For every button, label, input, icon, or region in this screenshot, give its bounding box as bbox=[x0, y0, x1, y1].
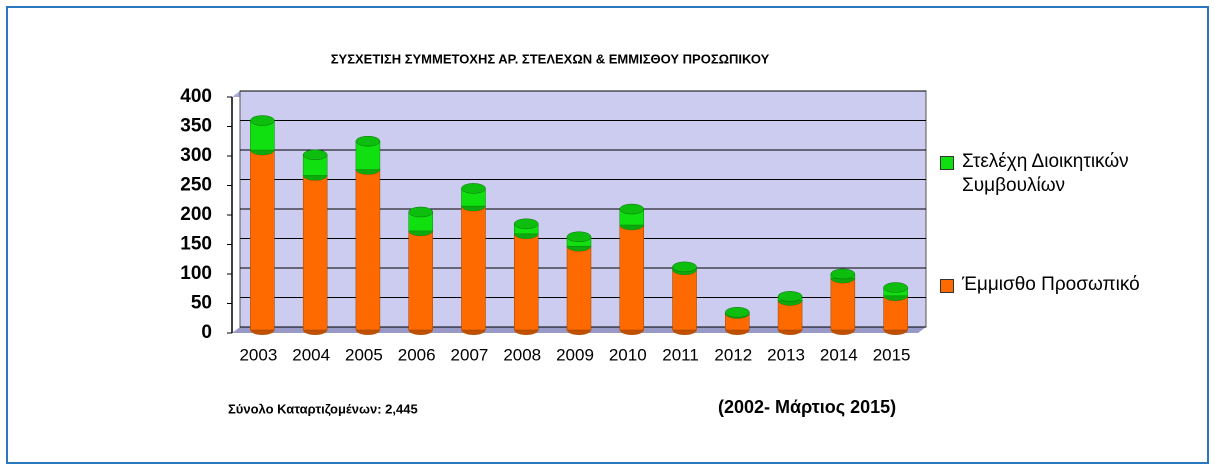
frame bbox=[6, 6, 1209, 464]
bar-top bbox=[830, 268, 856, 280]
bar-top bbox=[355, 135, 381, 147]
x-tick-label: 2013 bbox=[767, 345, 805, 364]
y-tick-label: 250 bbox=[180, 175, 212, 196]
y-tick-label: 350 bbox=[180, 116, 212, 137]
bar bbox=[408, 230, 433, 331]
y-tick-label: 0 bbox=[201, 322, 212, 343]
chart-title: ΣΥΣΧΕΤΙΣΗ ΣΥΜΜΕΤΟΧΗΣ ΑΡ. ΣΤΕΛΕΧΩΝ & ΕΜΜΙ… bbox=[331, 51, 770, 66]
bar-top bbox=[725, 307, 750, 318]
bar bbox=[302, 175, 328, 331]
bar-top bbox=[513, 218, 539, 230]
y-tick-label: 150 bbox=[180, 234, 212, 255]
bar-top bbox=[461, 183, 486, 194]
bar-top bbox=[566, 231, 592, 243]
x-tick-label: 2012 bbox=[714, 345, 752, 364]
y-tick-label: 200 bbox=[180, 204, 212, 225]
x-tick-label: 2005 bbox=[345, 345, 383, 364]
x-tick-label: 2009 bbox=[556, 345, 594, 364]
bar-top bbox=[302, 149, 328, 161]
bar bbox=[619, 224, 645, 331]
legend-label: Έμμισθο Προσωπικό bbox=[962, 274, 1140, 295]
bar bbox=[883, 295, 908, 331]
bar bbox=[355, 169, 381, 331]
bar bbox=[461, 205, 486, 331]
bar bbox=[566, 245, 592, 331]
annotation: (2002- Μάρτιος 2015) bbox=[718, 397, 896, 417]
y-tick-label: 100 bbox=[180, 263, 212, 284]
x-tick-label: 2008 bbox=[503, 345, 541, 364]
x-tick-label: 2004 bbox=[292, 345, 330, 364]
bar-top bbox=[408, 206, 433, 218]
y-tick-label: 50 bbox=[191, 293, 212, 314]
annotation: Σύνολο Καταρτιζομένων: 2,445 bbox=[228, 401, 418, 416]
bar-top bbox=[883, 282, 908, 293]
x-tick-label: 2006 bbox=[398, 345, 436, 364]
y-tick-label: 300 bbox=[180, 145, 212, 166]
bar-top bbox=[672, 261, 697, 273]
legend-swatch bbox=[940, 279, 954, 293]
legend-swatch bbox=[940, 156, 954, 170]
bar-top bbox=[777, 291, 803, 302]
bar bbox=[513, 233, 539, 331]
x-tick-label: 2015 bbox=[873, 345, 911, 364]
x-tick-label: 2014 bbox=[820, 345, 858, 364]
bar-top bbox=[619, 203, 645, 215]
x-tick-label: 2003 bbox=[239, 345, 277, 364]
x-tick-label: 2011 bbox=[662, 345, 699, 364]
bar bbox=[250, 149, 275, 331]
bar bbox=[672, 269, 697, 331]
bar-top bbox=[250, 115, 275, 126]
y-tick-label: 400 bbox=[180, 86, 212, 107]
x-tick-label: 2007 bbox=[451, 345, 489, 364]
legend-label: Στελέχη Διοικητικών Συμβουλίων bbox=[962, 151, 1129, 196]
x-tick-label: 2010 bbox=[609, 345, 647, 364]
bar bbox=[830, 277, 856, 331]
